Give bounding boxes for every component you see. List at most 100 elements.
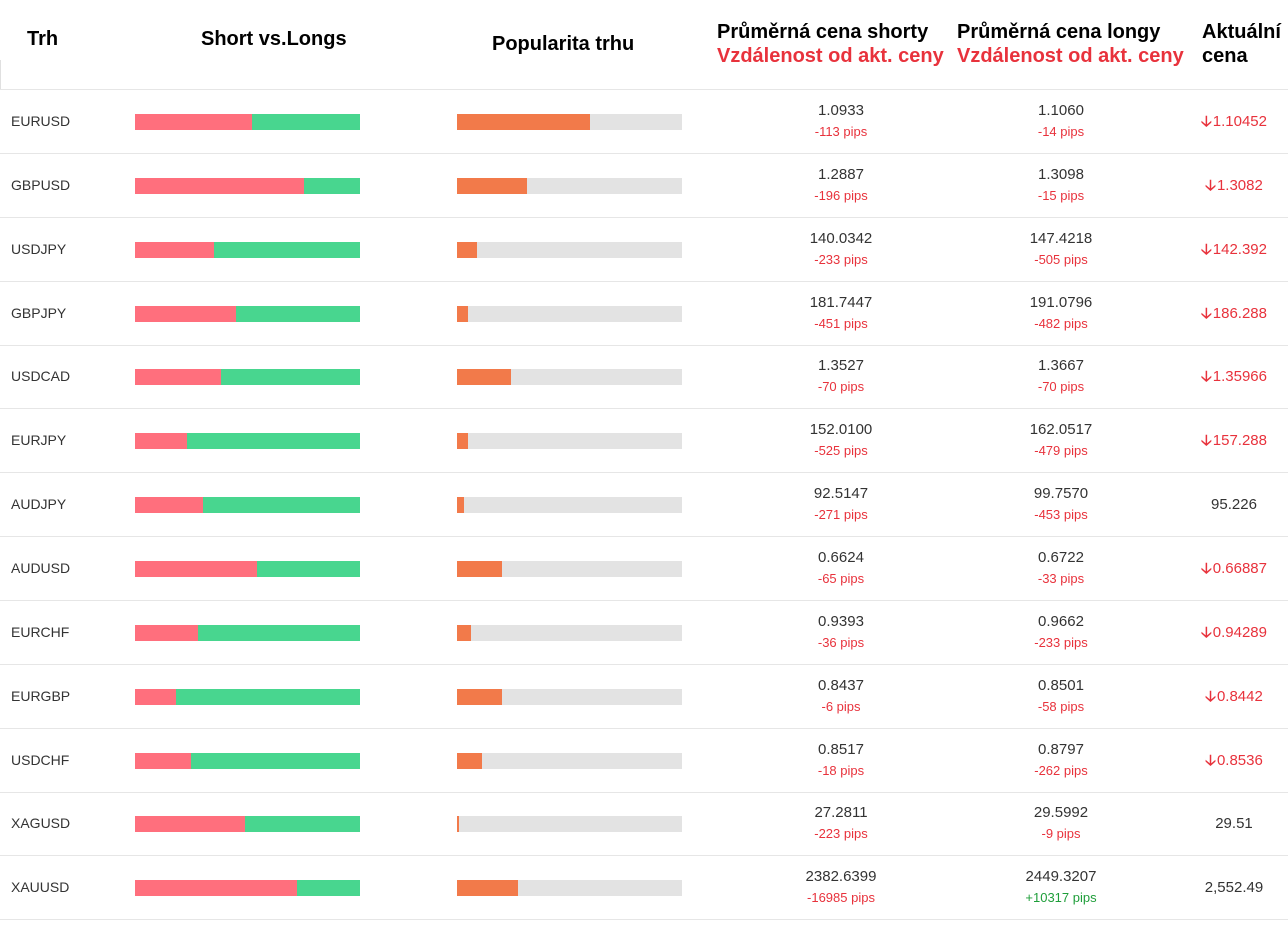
popularity-bar bbox=[457, 688, 682, 705]
header-avg-long-label: Průměrná cena longy bbox=[957, 21, 1161, 43]
current-price-cell: 🡣186.288 bbox=[1180, 282, 1288, 345]
short-long-bar bbox=[135, 624, 360, 641]
avg-long-price: 191.0796 bbox=[1029, 293, 1093, 311]
current-price: 0.66887 bbox=[1212, 559, 1267, 577]
avg-short-pips: -65 pips bbox=[817, 570, 865, 586]
market-name[interactable]: EURGBP bbox=[11, 687, 71, 704]
table-row[interactable]: USDCHF 0.8517 -18 pips 0.8797 -262 pips 🡣0.85… bbox=[0, 729, 1288, 793]
header-current-price[interactable]: Aktuální cena bbox=[1202, 20, 1281, 68]
avg-short-price: 140.0342 bbox=[809, 229, 873, 247]
market-name[interactable]: USDCAD bbox=[11, 368, 71, 385]
header-short-vs-longs[interactable]: Short vs.Longs bbox=[201, 28, 347, 50]
avg-short-cell: 1.3527 -70 pips bbox=[761, 356, 921, 398]
avg-long-pips: -233 pips bbox=[1034, 634, 1088, 650]
short-long-bar bbox=[135, 880, 360, 897]
table-row[interactable]: EURCHF 0.9393 -36 pips 0.9662 -233 pips 🡣0.94… bbox=[0, 601, 1288, 665]
market-name[interactable]: EURCHF bbox=[11, 623, 70, 640]
avg-long-price: 2449.3207 bbox=[1025, 868, 1097, 886]
short-portion bbox=[135, 497, 203, 514]
arrow-down-icon: 🡣 bbox=[1200, 113, 1212, 130]
arrow-down-icon: 🡣 bbox=[1200, 623, 1212, 641]
short-portion bbox=[135, 880, 297, 897]
avg-short-pips: -70 pips bbox=[817, 379, 865, 395]
avg-long-cell: 162.0517 -479 pips bbox=[981, 420, 1141, 462]
header-avg-long[interactable]: Průměrná cena longy Vzdálenost od akt. c… bbox=[957, 20, 1184, 68]
table-row[interactable]: EURGBP 0.8437 -6 pips 0.8501 -58 pips 🡣0.8442 bbox=[0, 665, 1288, 729]
market-name[interactable]: EURUSD bbox=[11, 113, 71, 129]
market-name[interactable]: USDCHF bbox=[11, 751, 70, 768]
short-long-bar bbox=[135, 816, 360, 833]
current-price: 0.8442 bbox=[1216, 687, 1263, 705]
current-price: 1.10452 bbox=[1212, 113, 1267, 130]
header-market[interactable]: Trh bbox=[27, 28, 59, 50]
avg-short-pips: -113 pips bbox=[814, 124, 868, 139]
market-name[interactable]: XAGUSD bbox=[11, 815, 71, 832]
market-name[interactable]: AUDJPY bbox=[11, 496, 67, 513]
avg-short-cell: 181.7447 -451 pips bbox=[761, 293, 921, 335]
market-name[interactable]: XAUUSD bbox=[11, 879, 70, 896]
market-name[interactable]: GBPJPY bbox=[11, 304, 67, 321]
avg-long-pips: -14 pips bbox=[1037, 124, 1085, 139]
avg-short-cell: 0.9393 -36 pips bbox=[761, 612, 921, 654]
popularity-fill bbox=[457, 305, 469, 322]
avg-short-pips: -271 pips bbox=[814, 507, 868, 523]
table-row[interactable]: USDJPY 140.0342 -233 pips 147.4218 -505 pips… bbox=[0, 218, 1288, 282]
table-row[interactable]: AUDUSD 0.6624 -65 pips 0.6722 -33 pips 🡣0.668… bbox=[0, 537, 1288, 601]
avg-short-price: 2382.6399 bbox=[805, 868, 877, 886]
current-price-cell: 🡣142.392 bbox=[1180, 218, 1288, 281]
header-divider bbox=[0, 60, 1, 89]
avg-short-cell: 140.0342 -233 pips bbox=[761, 229, 921, 271]
short-long-bar bbox=[135, 433, 360, 450]
table-row[interactable]: EURJPY 152.0100 -525 pips 162.0517 -479 pips… bbox=[0, 409, 1288, 474]
market-name[interactable]: EURJPY bbox=[11, 432, 67, 449]
short-long-bar bbox=[135, 688, 360, 705]
table-row[interactable]: XAUUSD 2382.6399 -16985 pips 2449.3207 +1031… bbox=[0, 856, 1288, 921]
popularity-fill bbox=[457, 177, 527, 194]
popularity-fill bbox=[457, 433, 469, 450]
current-price: 1.3082 bbox=[1216, 176, 1263, 194]
current-price: 95.226 bbox=[1211, 496, 1257, 514]
table-row[interactable]: GBPUSD 1.2887 -196 pips 1.3098 -15 pips 🡣1.30… bbox=[0, 154, 1288, 218]
avg-long-price: 99.7570 bbox=[1033, 485, 1089, 503]
header-popularity[interactable]: Popularita trhu bbox=[492, 33, 635, 55]
table-header: Trh Short vs.Longs Popularita trhu Průmě… bbox=[0, 0, 1288, 90]
market-name[interactable]: AUDUSD bbox=[11, 559, 71, 576]
avg-long-cell: 2449.3207 +10317 pips bbox=[981, 867, 1141, 909]
arrow-down-icon: 🡣 bbox=[1205, 687, 1216, 705]
avg-long-price: 0.9662 bbox=[1038, 612, 1084, 630]
table-row[interactable]: USDCAD 1.3527 -70 pips 1.3667 -70 pips 🡣1.359… bbox=[0, 345, 1288, 410]
avg-long-pips: -9 pips bbox=[1041, 826, 1081, 842]
table-row[interactable]: AUDJPY 92.5147 -271 pips 99.7570 -453 pips 95… bbox=[0, 473, 1288, 538]
table-row[interactable]: GBPJPY 181.7447 -451 pips 191.0796 -482 pips… bbox=[0, 282, 1288, 346]
market-name[interactable]: GBPUSD bbox=[11, 176, 71, 193]
avg-long-cell: 0.8501 -58 pips bbox=[981, 676, 1141, 718]
current-price: 29.51 bbox=[1215, 815, 1253, 833]
popularity-fill bbox=[457, 241, 478, 258]
avg-short-price: 1.3527 bbox=[818, 357, 864, 375]
avg-short-cell: 1.2887 -196 pips bbox=[761, 165, 921, 207]
avg-short-price: 0.8437 bbox=[818, 676, 864, 694]
popularity-bar bbox=[457, 177, 682, 194]
popularity-fill bbox=[457, 688, 502, 705]
popularity-fill bbox=[457, 624, 471, 641]
short-portion bbox=[135, 369, 221, 386]
avg-short-price: 27.2811 bbox=[814, 804, 868, 822]
header-avg-short-label: Průměrná cena shorty bbox=[717, 21, 929, 43]
arrow-down-icon: 🡣 bbox=[1200, 559, 1212, 577]
avg-long-price: 1.3667 bbox=[1038, 357, 1084, 375]
popularity-bar bbox=[457, 241, 682, 258]
header-avg-short[interactable]: Průměrná cena shorty Vzdálenost od akt. … bbox=[717, 20, 944, 68]
popularity-bar bbox=[457, 752, 682, 769]
table-row[interactable]: XAGUSD 27.2811 -223 pips 29.5992 -9 pips 29.5… bbox=[0, 792, 1288, 857]
avg-short-price: 0.9393 bbox=[818, 612, 864, 630]
current-price-cell: 2,552.49 bbox=[1180, 856, 1288, 919]
popularity-bar bbox=[457, 816, 682, 833]
arrow-down-icon: 🡣 bbox=[1200, 240, 1212, 258]
short-long-bar bbox=[135, 177, 360, 194]
market-name[interactable]: USDJPY bbox=[11, 240, 67, 257]
current-price-cell: 🡣0.66887 bbox=[1180, 537, 1288, 600]
table-row[interactable]: EURUSD 1.0933 -113 pips 1.1060 -14 pips 🡣1.10… bbox=[0, 90, 1288, 154]
current-price-cell: 🡣1.35966 bbox=[1180, 345, 1288, 408]
current-price: 0.94289 bbox=[1212, 623, 1267, 641]
popularity-fill bbox=[457, 560, 502, 577]
